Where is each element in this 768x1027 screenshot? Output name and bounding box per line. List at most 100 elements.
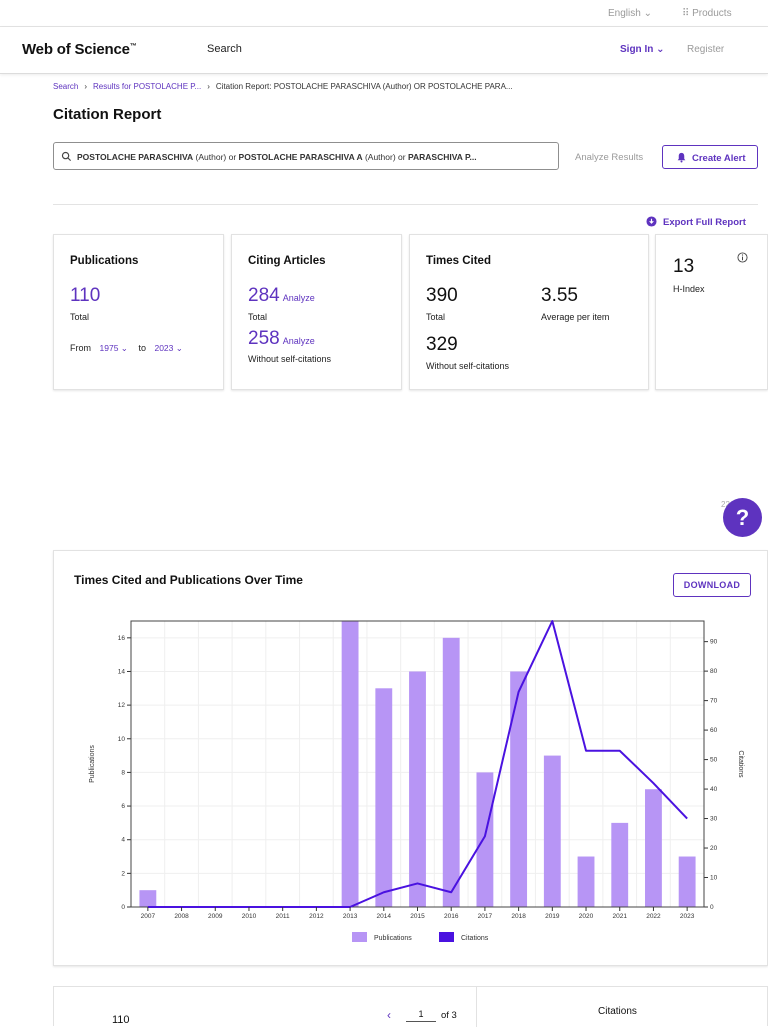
x-tick-label-2017: 2017	[478, 913, 493, 920]
breadcrumb-current: Citation Report: POSTOLACHE PARASCHIVA (…	[215, 82, 513, 91]
right-tick-label: 40	[710, 786, 718, 793]
citing-without-row: 258 Analyze	[248, 328, 315, 350]
sign-in-button[interactable]: Sign In ⌄	[620, 44, 665, 55]
download-button[interactable]: DOWNLOAD	[673, 573, 751, 597]
publications-total-label: Total	[70, 312, 90, 322]
x-tick-label-2011: 2011	[276, 913, 290, 920]
citations-line	[147, 620, 688, 908]
bar-publications-2017	[476, 772, 494, 907]
h-index-value: 13	[673, 256, 695, 277]
bar-publications-2014	[375, 688, 393, 907]
help-badge: 22	[721, 500, 730, 509]
create-alert-label: Create Alert	[692, 153, 746, 164]
navbar: Web of Science™ Search Sign In ⌄ Registe…	[0, 27, 768, 74]
page-number-input[interactable]: 1	[406, 1009, 436, 1022]
bar-publications-2016	[442, 637, 460, 907]
bar-publications-2023	[678, 856, 696, 907]
citing-analyze-link[interactable]: Analyze	[282, 293, 315, 303]
download-icon	[646, 216, 657, 227]
language-selector[interactable]: English ⌄	[608, 8, 652, 19]
left-tick-label: 4	[121, 837, 125, 844]
h-index-label: H-Index	[673, 284, 705, 294]
average-per-item: 3.55	[541, 285, 578, 306]
bar-publications-2020	[577, 856, 595, 907]
web-of-science-logo[interactable]: Web of Science™	[22, 41, 137, 58]
right-tick-label: 0	[710, 904, 714, 911]
x-tick-label-2014: 2014	[377, 913, 392, 920]
bell-icon	[677, 152, 686, 163]
register-link[interactable]: Register	[687, 44, 725, 55]
times-cited-without-label: Without self-citations	[426, 361, 510, 371]
left-tick-label: 2	[121, 870, 125, 877]
breadcrumb-search[interactable]: Search	[53, 82, 79, 91]
page-title: Citation Report	[53, 106, 162, 123]
x-tick-label-2019: 2019	[545, 913, 560, 920]
year-range: From 1975 ⌄ to 2023 ⌄	[70, 343, 183, 354]
left-tick-label: 0	[121, 904, 125, 911]
citing-total[interactable]: 284	[248, 285, 280, 306]
top-strip: English ⌄ ⠿ Products	[0, 0, 768, 27]
h-index-card: 13 H-Index	[655, 234, 768, 390]
legend-swatch-citations	[439, 932, 454, 942]
previous-page-button[interactable]: ‹	[387, 1008, 391, 1022]
citations-column-header: Citations	[598, 1006, 637, 1017]
times-cited-heading: Times Cited	[426, 255, 491, 267]
results-pager-card: 110 ‹ 1 of 3 Citations	[53, 986, 768, 1027]
times-cited-total: 390	[426, 285, 458, 306]
from-label: From	[70, 343, 91, 353]
analyze-results-button[interactable]: Analyze Results	[575, 152, 644, 163]
products-menu[interactable]: ⠿ Products	[682, 8, 732, 19]
right-tick-label: 10	[710, 875, 718, 882]
info-icon[interactable]	[737, 252, 748, 263]
to-year-select[interactable]: 2023 ⌄	[154, 343, 183, 353]
times-cited-total-label: Total	[426, 312, 446, 322]
x-tick-label-2013: 2013	[343, 913, 358, 920]
right-tick-label: 80	[710, 668, 718, 675]
x-tick-label-2010: 2010	[242, 913, 257, 920]
from-year-select[interactable]: 1975 ⌄	[99, 343, 128, 353]
x-tick-label-2009: 2009	[208, 913, 223, 920]
right-tick-label: 30	[710, 816, 718, 823]
citing-without-analyze-link[interactable]: Analyze	[282, 336, 315, 346]
export-label: Export Full Report	[663, 217, 746, 228]
x-tick-label-2020: 2020	[579, 913, 594, 920]
bar-publications-2021	[611, 822, 629, 907]
citing-without[interactable]: 258	[248, 328, 280, 349]
x-tick-label-2018: 2018	[511, 913, 526, 920]
citing-articles-card: Citing Articles 284 Analyze Total 258 Anal…	[231, 234, 402, 390]
bar-publications-2019	[543, 755, 561, 907]
nav-search-link[interactable]: Search	[207, 43, 242, 55]
left-tick-label: 6	[121, 803, 125, 810]
query-text: POSTOLACHE PARASCHIVA (Author) or POSTOL…	[77, 152, 477, 162]
bar-publications-2007	[139, 890, 157, 907]
chart-title: Times Cited and Publications Over Time	[74, 573, 303, 587]
publications-heading: Publications	[70, 255, 139, 267]
citing-heading: Citing Articles	[248, 255, 326, 267]
left-tick-label: 14	[118, 668, 126, 675]
breadcrumb-sep: ›	[84, 82, 88, 91]
left-tick-label: 16	[118, 635, 126, 642]
legend-label-publications: Publications	[374, 935, 412, 942]
create-alert-button[interactable]: Create Alert	[662, 145, 758, 169]
right-tick-label: 90	[710, 639, 718, 646]
column-divider	[476, 987, 477, 1027]
breadcrumb-results[interactable]: Results for POSTOLACHE P...	[93, 82, 202, 91]
bar-publications-2013	[341, 621, 359, 907]
x-tick-label-2015: 2015	[410, 913, 425, 920]
x-tick-label-2012: 2012	[309, 913, 324, 920]
left-axis-title: Publications	[89, 745, 96, 783]
bar-publications-2015	[409, 671, 426, 907]
help-button[interactable]: ?	[723, 498, 762, 537]
times-cited-chart-card: Times Cited and Publications Over Time D…	[53, 550, 768, 966]
citing-without-label: Without self-citations	[248, 354, 332, 364]
publications-total[interactable]: 110	[70, 285, 101, 306]
grid-icon: ⠿	[682, 8, 693, 19]
divider	[53, 204, 758, 205]
x-tick-label-2022: 2022	[646, 913, 661, 920]
average-per-item-label: Average per item	[541, 312, 610, 322]
page-total: of 3	[441, 1010, 457, 1021]
breadcrumb: Search › Results for POSTOLACHE P... › Citat…	[53, 82, 513, 91]
search-icon	[61, 151, 72, 162]
bar-publications-2018	[510, 671, 528, 907]
query-box[interactable]: POSTOLACHE PARASCHIVA (Author) or POSTOL…	[53, 142, 559, 170]
